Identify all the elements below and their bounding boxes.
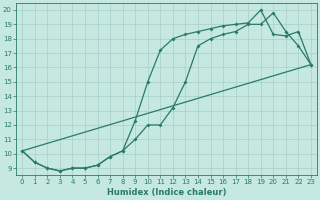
X-axis label: Humidex (Indice chaleur): Humidex (Indice chaleur)	[107, 188, 226, 197]
